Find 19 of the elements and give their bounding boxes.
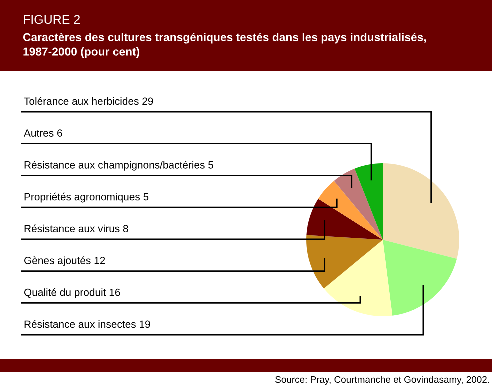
pie-slice bbox=[306, 199, 383, 240]
pie-slice bbox=[318, 181, 383, 240]
slice-label: Gènes ajoutés 12 bbox=[24, 256, 106, 266]
slice-label: Tolérance aux herbicides 29 bbox=[24, 97, 154, 106]
chart-title: FIGURE 2 bbox=[24, 15, 80, 24]
slice-label: Qualité du produit 16 bbox=[24, 288, 120, 298]
source-note: Source: Pray, Courtmanche et Govindasamy, 2002. bbox=[276, 376, 490, 385]
pie-slice bbox=[324, 240, 393, 316]
slice-label: Résistance aux virus 8 bbox=[24, 224, 128, 233]
pie-slice bbox=[334, 168, 383, 240]
pie-slice bbox=[383, 164, 460, 260]
slice-label: Résistance aux insectes 19 bbox=[24, 320, 150, 328]
pie-slice bbox=[306, 235, 383, 289]
slice-label: Autres 6 bbox=[24, 130, 62, 137]
chart-subtitle: Caractères des cultures transgéniques testés dans les pays industrialisés, 1987-2000 (pour cent) bbox=[23, 33, 426, 58]
slice-label: Résistance aux champignons/bactéries 5 bbox=[24, 161, 214, 171]
pie-slice bbox=[383, 240, 458, 316]
slice-label: Propriétés agronomiques 5 bbox=[24, 192, 149, 203]
pie-slice bbox=[354, 164, 383, 240]
